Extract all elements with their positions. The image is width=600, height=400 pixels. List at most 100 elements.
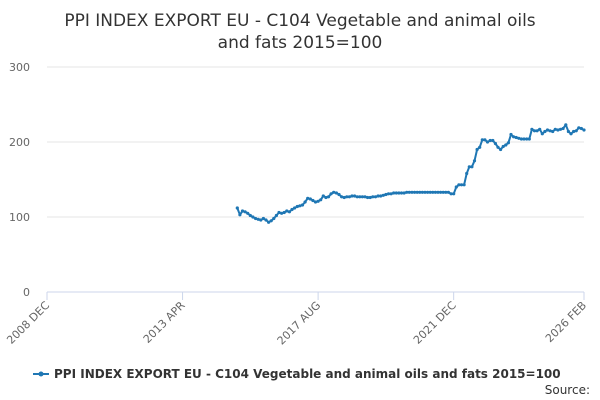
data-point[interactable] <box>509 132 513 137</box>
data-point[interactable] <box>519 137 524 141</box>
data-point[interactable] <box>306 196 310 200</box>
data-point[interactable] <box>470 165 474 169</box>
data-point[interactable] <box>564 123 568 127</box>
data-point[interactable] <box>556 128 560 132</box>
data-point[interactable] <box>321 194 325 198</box>
data-point[interactable] <box>384 192 388 197</box>
data-point[interactable] <box>280 211 284 215</box>
data-point[interactable] <box>267 220 271 224</box>
legend[interactable]: PPI INDEX EXPORT EU - C104 Vegetable and… <box>33 367 561 381</box>
data-point[interactable] <box>394 191 398 195</box>
data-point[interactable] <box>504 143 508 147</box>
data-point[interactable] <box>379 194 383 198</box>
data-point[interactable] <box>457 183 461 187</box>
data-point[interactable] <box>371 195 375 199</box>
data-point[interactable] <box>316 199 320 203</box>
data-point[interactable] <box>405 190 409 194</box>
data-point[interactable] <box>538 127 542 131</box>
data-point[interactable] <box>285 209 289 213</box>
data-point[interactable] <box>551 129 555 134</box>
data-point[interactable] <box>319 198 323 202</box>
data-point[interactable] <box>238 213 242 217</box>
data-point[interactable] <box>259 218 263 222</box>
data-point[interactable] <box>355 195 359 199</box>
data-point[interactable] <box>290 207 294 212</box>
data-point[interactable] <box>558 127 563 131</box>
data-point[interactable] <box>342 195 346 200</box>
data-point[interactable] <box>413 190 417 194</box>
data-point[interactable] <box>360 195 364 199</box>
data-point[interactable] <box>480 138 484 142</box>
data-point[interactable] <box>240 209 245 213</box>
data-point[interactable] <box>532 129 537 133</box>
data-point[interactable] <box>368 195 372 200</box>
data-point[interactable] <box>454 185 458 189</box>
data-point[interactable] <box>300 203 305 207</box>
data-point[interactable] <box>329 192 333 196</box>
data-point[interactable] <box>436 190 440 194</box>
data-point[interactable] <box>363 195 367 199</box>
data-point[interactable] <box>566 129 571 134</box>
data-point[interactable] <box>483 138 487 142</box>
data-point[interactable] <box>399 191 404 195</box>
data-point[interactable] <box>561 126 565 131</box>
data-point[interactable] <box>261 216 265 221</box>
data-point[interactable] <box>488 138 492 143</box>
data-point[interactable] <box>543 129 547 134</box>
data-point[interactable] <box>264 218 268 222</box>
data-point[interactable] <box>253 216 258 221</box>
data-point[interactable] <box>423 190 427 194</box>
data-point[interactable] <box>465 171 469 176</box>
data-point[interactable] <box>248 213 252 218</box>
data-point[interactable] <box>553 127 557 131</box>
data-point[interactable] <box>441 190 445 194</box>
data-point[interactable] <box>449 192 453 196</box>
data-point[interactable] <box>527 137 531 141</box>
data-point[interactable] <box>499 147 503 152</box>
data-point[interactable] <box>475 147 479 152</box>
data-point[interactable] <box>308 197 312 201</box>
data-point[interactable] <box>326 195 331 199</box>
data-point[interactable] <box>402 191 406 195</box>
data-point[interactable] <box>313 200 318 204</box>
data-point[interactable] <box>256 217 260 221</box>
data-point[interactable] <box>444 190 448 194</box>
data-point[interactable] <box>277 210 281 215</box>
data-point[interactable] <box>287 210 291 214</box>
data-point[interactable] <box>340 195 344 199</box>
data-point[interactable] <box>582 128 586 132</box>
data-point[interactable] <box>293 206 297 210</box>
data-point[interactable] <box>410 190 414 194</box>
data-point[interactable] <box>459 183 464 187</box>
data-point[interactable] <box>501 144 505 149</box>
data-point[interactable] <box>389 192 393 196</box>
data-point[interactable] <box>347 195 351 199</box>
data-point[interactable] <box>251 215 255 219</box>
data-point[interactable] <box>493 141 497 146</box>
data-point[interactable] <box>337 192 341 197</box>
data-point[interactable] <box>491 138 495 143</box>
data-point[interactable] <box>426 190 430 194</box>
data-point[interactable] <box>431 190 435 194</box>
data-point[interactable] <box>324 195 328 200</box>
data-point[interactable] <box>334 191 338 195</box>
data-point[interactable] <box>415 190 419 194</box>
data-point[interactable] <box>373 195 378 199</box>
data-point[interactable] <box>381 193 385 197</box>
data-point[interactable] <box>569 132 573 136</box>
data-point[interactable] <box>407 190 411 194</box>
data-point[interactable] <box>418 190 422 194</box>
data-point[interactable] <box>272 216 276 221</box>
data-point[interactable] <box>282 210 286 215</box>
data-point[interactable] <box>548 129 552 133</box>
data-point[interactable] <box>298 204 302 208</box>
data-point[interactable] <box>439 190 443 194</box>
data-point[interactable] <box>235 206 239 210</box>
data-point[interactable] <box>350 194 354 198</box>
data-point[interactable] <box>446 190 450 194</box>
data-point[interactable] <box>420 190 424 194</box>
data-point[interactable] <box>517 136 521 140</box>
data-point[interactable] <box>386 192 391 196</box>
data-point[interactable] <box>462 183 466 187</box>
data-point[interactable] <box>525 137 529 141</box>
